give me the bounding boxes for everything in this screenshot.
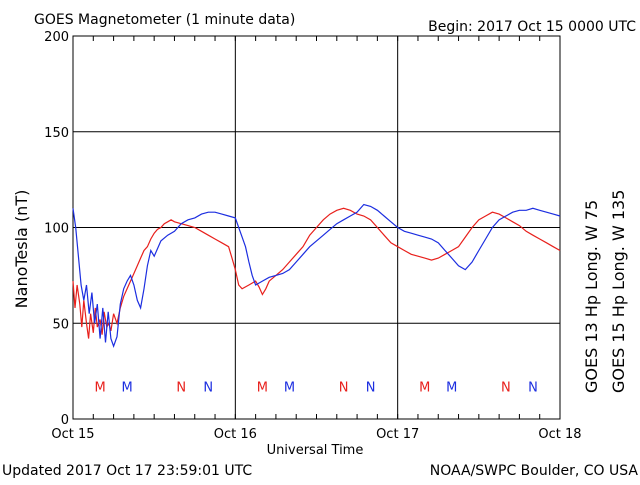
- updated-label: Updated 2017 Oct 17 23:59:01 UTC: [2, 463, 252, 479]
- noon-midnight-marker: N: [528, 380, 538, 395]
- noon-midnight-marker: M: [94, 380, 105, 395]
- chart-title: GOES Magnetometer (1 minute data): [34, 12, 295, 28]
- legend-series-1: GOES 13 Hp Long. W 75: [582, 200, 601, 393]
- legend-series-2: GOES 15 Hp Long. W 135: [609, 190, 628, 393]
- credit-label: NOAA/SWPC Boulder, CO USA: [430, 463, 639, 479]
- noon-midnight-marker: N: [339, 380, 349, 395]
- noon-midnight-marker: M: [446, 380, 457, 395]
- noon-midnight-marker: N: [176, 380, 186, 395]
- x-tick-label: Oct 17: [376, 427, 419, 442]
- x-tick-label: Oct 18: [538, 427, 581, 442]
- y-tick-label: 150: [44, 126, 69, 141]
- noon-midnight-marker: M: [257, 380, 268, 395]
- noon-midnight-marker: M: [122, 380, 133, 395]
- noon-midnight-marker: N: [203, 380, 213, 395]
- series-line-2: [72, 203, 561, 348]
- x-axis-label: Universal Time: [267, 443, 364, 458]
- noon-midnight-marker: N: [501, 380, 511, 395]
- begin-label: Begin: 2017 Oct 15 0000 UTC: [428, 19, 636, 35]
- y-tick-label: 100: [44, 222, 69, 237]
- noon-midnight-marker: M: [419, 380, 430, 395]
- noon-midnight-marker: M: [284, 380, 295, 395]
- y-axis-label: NanoTesla (nT): [12, 190, 31, 309]
- y-tick-label: 50: [52, 317, 69, 332]
- y-tick-label: 200: [44, 30, 69, 45]
- noon-midnight-marker: N: [366, 380, 376, 395]
- y-tick-label: 0: [61, 413, 69, 428]
- plot-area: 0 50 100 150 200 Oct 15 Oct 16 Oct 17 Oct 18 M M N N…: [44, 30, 581, 442]
- x-tick-label: Oct 16: [214, 427, 257, 442]
- x-tick-label: Oct 15: [51, 427, 94, 442]
- plot-frame: [72, 35, 561, 420]
